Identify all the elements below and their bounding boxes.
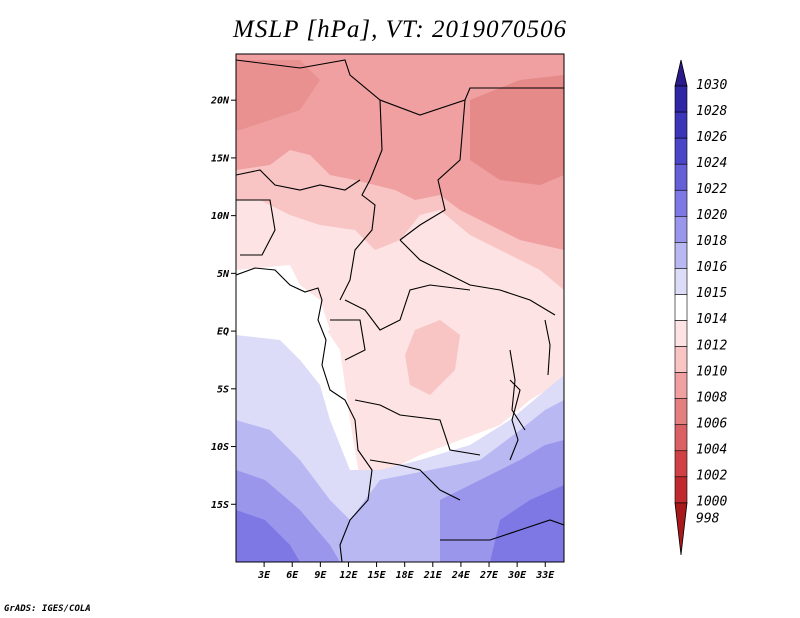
latitude-axis: 20N 15N 10N 5N EQ 5S 10S 15S	[210, 96, 236, 511]
colorbar-label: 1006	[696, 416, 727, 431]
colorbar-swatch	[674, 163, 688, 191]
lon-tick-label: 9E	[314, 570, 327, 581]
lon-tick-label: 3E	[257, 570, 271, 581]
map-plot	[236, 54, 564, 562]
lon-tick-label: 6E	[286, 570, 299, 581]
lat-tick-label: 5S	[217, 384, 229, 395]
colorbar-swatch	[674, 268, 688, 295]
colorbar-swatch	[674, 424, 688, 452]
colorbar-swatch	[674, 294, 688, 321]
pressure-field-1020	[236, 510, 300, 562]
map-frame	[235, 53, 565, 563]
map-title: MSLP [hPa], VT: 2019070506	[233, 16, 567, 43]
lat-tick-label: 5N	[217, 269, 230, 280]
lon-tick-label: 24E	[451, 570, 471, 581]
pressure-field-1006-nw	[236, 60, 320, 130]
colorbar-label: 1030	[696, 78, 727, 93]
lon-tick-label: 21E	[423, 570, 443, 581]
lon-tick-label: 15E	[368, 570, 387, 581]
colorbar-label: 1018	[696, 234, 727, 249]
colorbar-bottom-arrow	[674, 502, 688, 556]
colorbar-swatch	[674, 346, 688, 373]
colorbar-swatch	[674, 111, 688, 139]
colorbar-label: 1010	[696, 364, 727, 379]
colorbar-swatch	[674, 242, 688, 269]
colorbar-label: 1022	[696, 182, 727, 197]
colorbar-swatch	[674, 372, 688, 399]
colorbar-swatch	[674, 398, 688, 426]
colorbar-label: 1000	[696, 495, 727, 510]
lat-tick-label: 20N	[210, 96, 230, 107]
pressure-field-1014-west	[236, 265, 330, 345]
colorbar-swatch	[674, 216, 688, 243]
grads-credit: GrADS: IGES/COLA	[4, 604, 91, 614]
pressure-field-1006	[470, 75, 564, 185]
lon-tick-label: 12E	[339, 570, 358, 581]
colorbar-label: 1015	[696, 286, 727, 301]
lat-tick-label: 15N	[211, 153, 230, 164]
lat-tick-label: EQ	[217, 327, 229, 338]
colorbar-label: 1002	[696, 469, 727, 484]
lon-tick-label: 30E	[507, 570, 527, 581]
colorbar-swatch	[674, 85, 688, 113]
colorbar-label: 1004	[696, 442, 727, 457]
colorbar-label: 1026	[696, 130, 727, 145]
colorbar-label: 1020	[696, 208, 727, 223]
colorbar-swatch	[674, 320, 688, 347]
pressure-field-1020-east	[490, 485, 564, 562]
lat-tick-label: 10S	[211, 442, 229, 453]
colorbar-label: 1012	[696, 338, 727, 353]
colorbar-label: 1008	[696, 390, 727, 405]
colorbar-label: 1016	[696, 260, 727, 275]
colorbar-swatch	[674, 137, 688, 165]
colorbar-label: 1028	[696, 104, 727, 119]
lat-tick-label: 10N	[211, 211, 230, 222]
lon-tick-label: 18E	[396, 570, 415, 581]
lon-tick-label: 33E	[535, 570, 555, 581]
colorbar-top-arrow	[674, 59, 688, 87]
lat-tick-label: 15S	[211, 500, 229, 511]
longitude-axis: 3E 6E 9E 12E 15E 18E 21E 24E 27E 30E 33E	[257, 562, 555, 581]
colorbar: 1030 1028 1026 1024 1022 1020 1018 1016 1015 1014…	[674, 59, 727, 556]
colorbar-label: 1014	[696, 312, 727, 327]
colorbar-swatch	[674, 476, 688, 504]
pressure-field-1010-central	[405, 320, 460, 395]
lon-tick-label: 27E	[479, 570, 499, 581]
colorbar-label: 1024	[696, 156, 727, 171]
colorbar-label: 998	[696, 512, 720, 527]
colorbar-swatch	[674, 189, 688, 217]
colorbar-swatch	[674, 450, 688, 478]
political-boundaries	[236, 59, 564, 562]
